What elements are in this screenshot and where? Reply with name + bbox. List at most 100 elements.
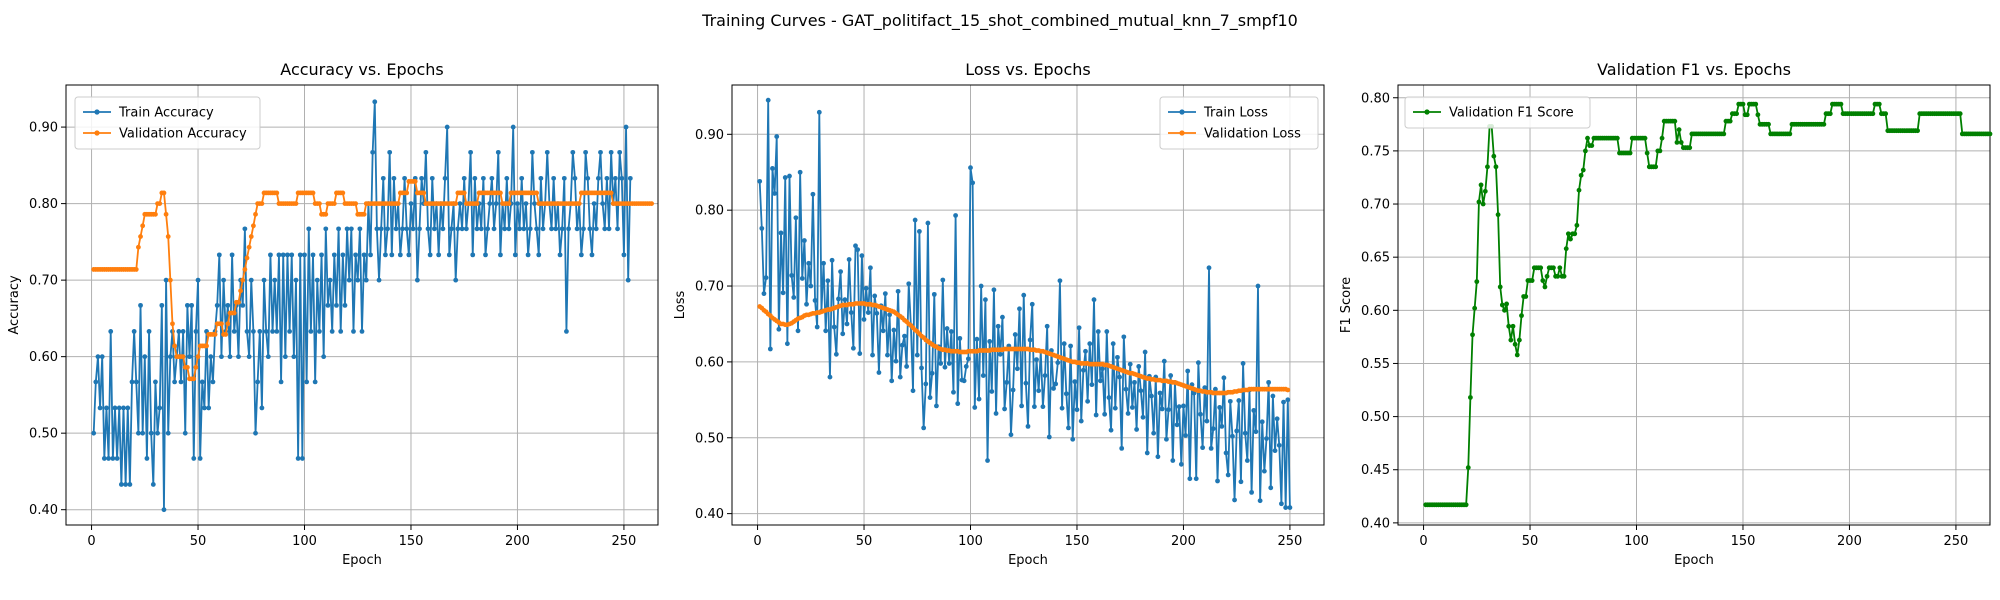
loss-series-train-loss-point xyxy=(772,191,777,196)
loss-series-train-loss-point xyxy=(774,134,780,139)
accuracy-series-train-accuracy-point xyxy=(116,405,122,411)
f1-y-tick-label: 0.70 xyxy=(1361,198,1390,213)
f1-series-validation-f1-score-point xyxy=(1578,172,1584,178)
accuracy-series-train-accuracy-point xyxy=(353,252,359,258)
accuracy-y-tick-label: 0.90 xyxy=(29,121,58,136)
loss-series-train-loss-point xyxy=(1279,501,1284,507)
accuracy-series-validation-accuracy-point xyxy=(223,332,229,337)
loss-x-tick-label: 150 xyxy=(1065,534,1090,549)
f1-series-validation-f1-score-point xyxy=(1514,352,1520,358)
accuracy-series-train-accuracy-point xyxy=(432,226,437,232)
accuracy-y-tick-label: 0.70 xyxy=(29,274,58,289)
accuracy-series-train-accuracy-point xyxy=(553,226,559,232)
accuracy-series-validation-accuracy-point xyxy=(248,234,254,239)
f1-chart: Validation F1 vs. Epochs 0 50 100 150 200 250 0… xyxy=(1339,60,1993,568)
accuracy-series-train-accuracy-point xyxy=(425,226,431,232)
accuracy-series-validation-accuracy-point xyxy=(242,267,248,272)
accuracy-series-train-accuracy-point xyxy=(378,226,384,232)
accuracy-series-train-accuracy-point xyxy=(519,175,525,181)
loss-series-train-loss-point xyxy=(787,173,792,179)
loss-series-train-loss-point xyxy=(1070,436,1076,442)
loss-series-train-loss-point xyxy=(870,352,875,358)
loss-series-train-loss-point xyxy=(1119,445,1125,451)
accuracy-series-train-accuracy-point xyxy=(529,149,535,155)
accuracy-series-train-accuracy-point xyxy=(246,354,252,360)
accuracy-series-train-accuracy-point xyxy=(523,201,529,207)
accuracy-series-train-accuracy-point xyxy=(510,124,516,130)
accuracy-series-train-accuracy-point xyxy=(357,226,363,232)
loss-series-train-loss-point xyxy=(868,265,873,271)
accuracy-series-train-accuracy-point xyxy=(493,201,499,207)
accuracy-series-train-accuracy-point xyxy=(446,252,452,258)
loss-series-train-loss-point xyxy=(1110,341,1116,347)
accuracy-series-validation-accuracy-point xyxy=(649,201,655,207)
accuracy-x-tick-label: 250 xyxy=(612,534,637,549)
f1-series-validation-f1-score-point xyxy=(1572,231,1578,237)
loss-series-train-loss-point xyxy=(927,395,933,400)
accuracy-series-validation-accuracy-point xyxy=(461,190,467,196)
loss-series-train-loss-point xyxy=(1027,337,1033,343)
accuracy-series-train-accuracy-point xyxy=(372,99,378,105)
loss-series-train-loss-point xyxy=(765,97,771,103)
f1-series-validation-f1-score-point xyxy=(1563,246,1569,252)
loss-x-tick-label: 200 xyxy=(1171,534,1196,549)
f1-series-validation-f1-score-point xyxy=(1557,265,1563,271)
loss-series-train-loss-point xyxy=(1259,419,1265,425)
loss-series-train-loss-point xyxy=(893,358,899,364)
accuracy-series-train-accuracy-point xyxy=(165,430,171,436)
loss-series-train-loss-point xyxy=(1023,380,1029,386)
accuracy-series-train-accuracy-point xyxy=(216,252,222,258)
accuracy-series-validation-accuracy-point xyxy=(231,310,237,316)
accuracy-series-train-accuracy-point xyxy=(259,405,265,411)
accuracy-series-train-accuracy-point xyxy=(272,277,278,283)
f1-series-validation-f1-score-point xyxy=(1568,236,1573,242)
accuracy-series-train-accuracy-point xyxy=(180,329,186,334)
accuracy-series-train-accuracy-point xyxy=(402,175,407,181)
accuracy-series-train-accuracy-point xyxy=(127,482,133,487)
accuracy-series-validation-accuracy-point xyxy=(133,267,139,272)
loss-series-train-loss-point xyxy=(1200,445,1206,451)
accuracy-series-validation-accuracy-point xyxy=(331,201,337,207)
accuracy-series-train-accuracy-point xyxy=(440,226,446,232)
accuracy-series-train-accuracy-point xyxy=(532,201,537,207)
accuracy-series-train-accuracy-point xyxy=(536,252,542,258)
loss-series-train-loss-point xyxy=(1149,393,1154,399)
accuracy-series-train-accuracy-point xyxy=(489,175,495,181)
loss-series-train-loss-point xyxy=(1223,450,1229,456)
f1-y-tick-label: 0.50 xyxy=(1361,410,1390,425)
loss-series-train-loss-point xyxy=(970,180,976,186)
loss-series-train-loss-point xyxy=(902,333,907,339)
loss-series-train-loss-point xyxy=(1083,348,1088,354)
accuracy-series-train-accuracy-point xyxy=(498,252,503,258)
accuracy-series-train-accuracy-point xyxy=(587,226,593,232)
loss-series-train-loss-point xyxy=(1151,430,1157,436)
loss-series-train-loss-point xyxy=(827,374,833,380)
f1-series-validation-f1-score-point xyxy=(1727,118,1733,124)
accuracy-series-train-accuracy-point xyxy=(148,430,154,436)
loss-series-train-loss-point xyxy=(1115,354,1120,360)
f1-series-validation-f1-score-point xyxy=(1827,111,1833,117)
accuracy-series-train-accuracy-point xyxy=(236,354,241,360)
loss-series-train-loss-point xyxy=(906,281,912,287)
loss-series-train-loss-point xyxy=(925,220,931,226)
loss-series-train-loss-point xyxy=(923,381,929,387)
accuracy-series-train-accuracy-point xyxy=(210,379,216,385)
accuracy-series-validation-accuracy-point xyxy=(453,201,459,207)
accuracy-series-train-accuracy-point xyxy=(121,405,126,411)
loss-series-train-loss-point xyxy=(1217,405,1223,410)
loss-series-train-loss-point xyxy=(955,401,961,407)
f1-series-validation-f1-score-point xyxy=(1497,284,1503,290)
loss-series-train-loss-point xyxy=(1257,498,1263,504)
loss-series-train-loss-point xyxy=(1168,373,1174,378)
accuracy-series-train-accuracy-point xyxy=(491,226,497,232)
accuracy-series-train-accuracy-point xyxy=(495,149,501,155)
f1-series-validation-f1-score-point xyxy=(1915,128,1920,134)
loss-series-train-loss-point xyxy=(1159,406,1165,412)
loss-series-train-loss-point xyxy=(1270,393,1276,399)
loss-series-train-loss-point xyxy=(1161,358,1167,364)
loss-series-train-loss-point xyxy=(1089,382,1095,388)
f1-series-validation-f1-score-point xyxy=(1642,135,1648,141)
accuracy-series-train-accuracy-point xyxy=(623,124,629,130)
loss-series-train-loss-point xyxy=(761,291,767,297)
